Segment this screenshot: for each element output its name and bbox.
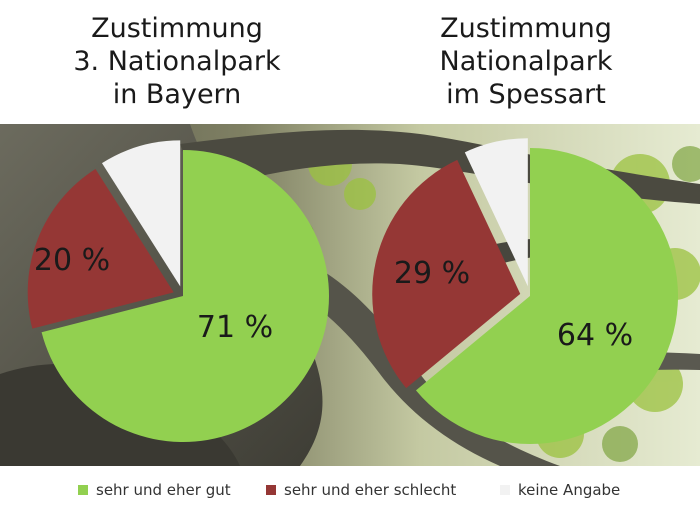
chart-title-right-line-1: Zustimmung: [440, 13, 612, 44]
legend-item-bad: sehr und eher schlecht: [266, 481, 456, 499]
chart-title-left-line-1: Zustimmung: [91, 13, 263, 44]
pie-bayern-slice-bad: [27, 169, 174, 329]
chart-title-right: Zustimmung Nationalpark im Spessart: [376, 12, 676, 111]
legend-label-none: keine Angabe: [518, 481, 621, 499]
legend-swatch-bad: [266, 485, 276, 495]
pie-bayern-slice-good: [41, 150, 329, 443]
pie-spessart-slice-none: [464, 138, 528, 287]
pie-spessart-label-good: 64 %: [557, 318, 633, 353]
chart-title-left: Zustimmung 3. Nationalpark in Bayern: [27, 12, 327, 111]
pie-bayern-label-good: 71 %: [197, 310, 273, 345]
legend-label-good: sehr und eher gut: [96, 481, 231, 499]
pie-spessart-slice-good: [415, 148, 679, 445]
pie-bayern-label-bad: 20 %: [34, 243, 110, 278]
chart-legend: sehr und eher gut sehr und eher schlecht…: [0, 481, 700, 505]
chart-title-left-line-2: 3. Nationalpark: [73, 46, 281, 77]
pie-spessart-slice-bad: [372, 159, 521, 389]
chart-title-right-line-2: Nationalpark: [439, 46, 613, 77]
legend-label-bad: sehr und eher schlecht: [284, 481, 457, 499]
legend-swatch-good: [78, 485, 88, 495]
pie-spessart-label-bad: 29 %: [394, 256, 470, 291]
legend-item-none: keine Angabe: [500, 481, 620, 499]
chart-title-left-line-3: in Bayern: [112, 79, 242, 110]
pie-bayern-slice-none: [101, 140, 181, 287]
legend-item-good: sehr und eher gut: [78, 481, 231, 499]
legend-swatch-none: [500, 485, 510, 495]
chart-title-right-line-3: im Spessart: [446, 79, 606, 110]
